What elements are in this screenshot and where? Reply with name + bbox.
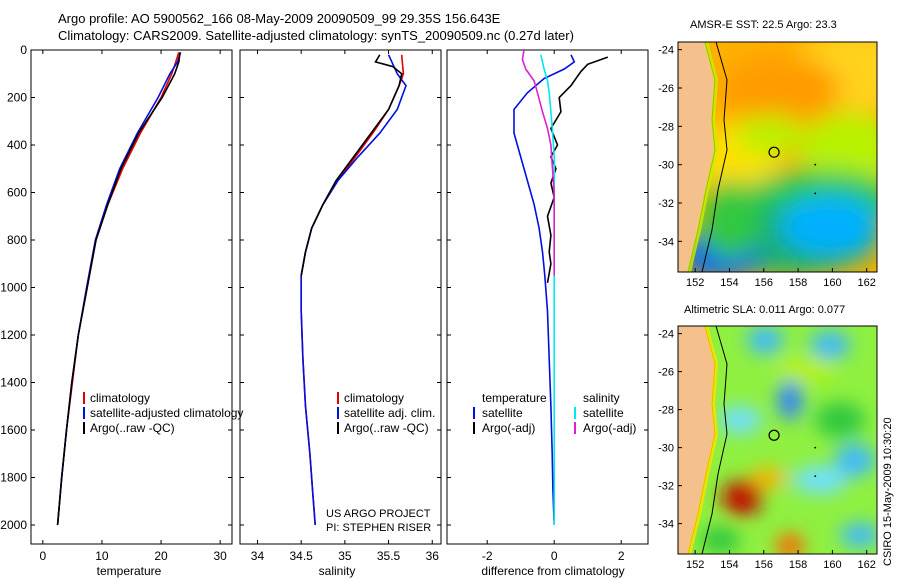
difference-series-group (513, 50, 609, 526)
salinity-line-satellite-adj-clim- (300, 54, 407, 526)
legend-sal-satellite: satellite adj. clim. (344, 406, 435, 420)
map-ytick-label: -28 (658, 405, 674, 417)
map-ytick-label: -32 (658, 198, 674, 210)
legend-diff-temperature-header: temperature (482, 391, 547, 405)
map-ytick-label: -26 (658, 83, 674, 95)
map-ytick-label: -30 (658, 160, 674, 172)
xtick-label: 0 (39, 549, 46, 563)
map-xtick-label: 154 (720, 559, 738, 571)
legend-sal-climatology: climatology (344, 391, 404, 405)
ytick-label: 1400 (0, 376, 27, 390)
map-ytick-label: -24 (658, 45, 674, 57)
map-axes-layer: 152 154 156 158 160 162 -24 -26 -28 -30 -32 -34 152 1… (658, 45, 876, 571)
map-xtick-label: 156 (755, 277, 773, 289)
xtick-label: 0 (551, 549, 558, 563)
salinity-series-group (300, 54, 407, 526)
sla-map-title: Altimetric SLA: 0.011 Argo: 0.077 (684, 304, 846, 316)
ytick-label: 1800 (0, 471, 27, 485)
xtick-label: -2 (482, 549, 493, 563)
legend-diff-sal-argo: Argo(-adj) (583, 421, 636, 435)
difference-xlabel: difference from climatology (481, 564, 624, 578)
map-ytick-label: -34 (658, 519, 674, 531)
temperature-line-satellite-adjusted-climatology (56, 52, 182, 526)
legend-diff-temp-satellite: satellite (482, 406, 523, 420)
temperature-series-group (56, 52, 182, 526)
project-annotation-line2: PI: STEPHEN RISER (326, 522, 431, 534)
legend-temp-argo: Argo(..raw -QC) (90, 421, 175, 435)
map-xtick-label: 162 (858, 277, 876, 289)
salinity-panel-frame (239, 49, 442, 545)
xtick-label: 30 (213, 549, 227, 563)
ytick-label: 1000 (0, 281, 27, 295)
map-xtick-label: 156 (755, 559, 773, 571)
temperature-panel-frame (30, 49, 233, 545)
ytick-label: 1200 (0, 328, 27, 342)
temperature-line-climatology (56, 52, 180, 526)
legend-diff-sal-satellite: satellite (583, 406, 624, 420)
sst-map-title: AMSR-E SST: 22.5 Argo: 23.3 (690, 19, 837, 31)
sst-map (678, 42, 877, 272)
legend-temp-climatology: climatology (90, 391, 150, 405)
ytick-label: 800 (7, 233, 27, 247)
legend-sal-argo: Argo(..raw -QC) (344, 421, 429, 435)
sla-map-float-dot (814, 446, 817, 449)
map-xtick-label: 162 (858, 559, 876, 571)
series-lines-layer (56, 50, 609, 526)
legend-diff-salinity-header: salinity (583, 391, 620, 405)
figure-title-line2: Climatology: CARS2009. Satellite-adjuste… (58, 28, 574, 43)
sla-map (678, 326, 877, 554)
salinity-line-argo-raw-qc- (300, 54, 403, 276)
xtick-label: 20 (154, 549, 168, 563)
axis-ticks-layer: 0 10 20 30020040060080010001200140016001800… (0, 43, 648, 563)
xtick-label: 2 (618, 549, 625, 563)
legend-temp-satellite: satellite-adjusted climatology (90, 406, 243, 420)
ytick-label: 0 (20, 43, 27, 57)
temperature-line-argo-raw-qc- (56, 52, 181, 526)
map-xtick-label: 160 (823, 559, 841, 571)
sst-map-frame (677, 41, 878, 273)
salinity-xlabel: salinity (319, 564, 356, 578)
map-ytick-label: -34 (658, 236, 674, 248)
xtick-label: 36 (426, 549, 440, 563)
sla-map-float-dot (814, 475, 817, 477)
temperature-xlabel: temperature (97, 564, 162, 578)
figure-title-line1: Argo profile: AO 5900562_166 08-May-2009… (58, 11, 501, 26)
ytick-label: 2000 (0, 518, 27, 532)
legend-diff-temp-argo: Argo(-adj) (482, 421, 535, 435)
sst-map-float-dot (814, 192, 817, 195)
map-ytick-label: -26 (658, 367, 674, 379)
map-xtick-label: 154 (720, 277, 738, 289)
salinity-line-climatology (300, 54, 405, 526)
ytick-label: 1600 (0, 423, 27, 437)
project-annotation-line1: US ARGO PROJECT (326, 508, 431, 520)
map-ytick-label: -24 (658, 329, 674, 341)
difference-line-temperature-argo-adj- (546, 56, 609, 283)
difference-line-temperature-satellite (513, 54, 576, 526)
sla-map-frame (677, 325, 878, 555)
xtick-label: 35 (338, 549, 352, 563)
ytick-label: 200 (7, 91, 27, 105)
difference-line-salinity-argo-adj- (521, 50, 556, 276)
xtick-label: 10 (95, 549, 109, 563)
map-xtick-label: 158 (789, 559, 807, 571)
map-xtick-label: 158 (789, 277, 807, 289)
sst-map-float-dot (814, 163, 817, 166)
sst-map-profile-marker (768, 146, 780, 158)
map-ytick-label: -32 (658, 481, 674, 493)
ytick-label: 600 (7, 186, 27, 200)
map-xtick-label: 152 (686, 277, 704, 289)
xtick-label: 35.5 (377, 549, 401, 563)
map-ytick-label: -30 (658, 443, 674, 455)
sla-map-profile-marker (768, 429, 780, 441)
difference-panel-frame (446, 49, 649, 545)
ytick-label: 400 (7, 138, 27, 152)
map-ytick-label: -28 (658, 121, 674, 133)
map-xtick-label: 152 (686, 559, 704, 571)
xtick-label: 34 (251, 549, 265, 563)
map-xtick-label: 160 (823, 277, 841, 289)
xtick-label: 34.5 (289, 549, 313, 563)
